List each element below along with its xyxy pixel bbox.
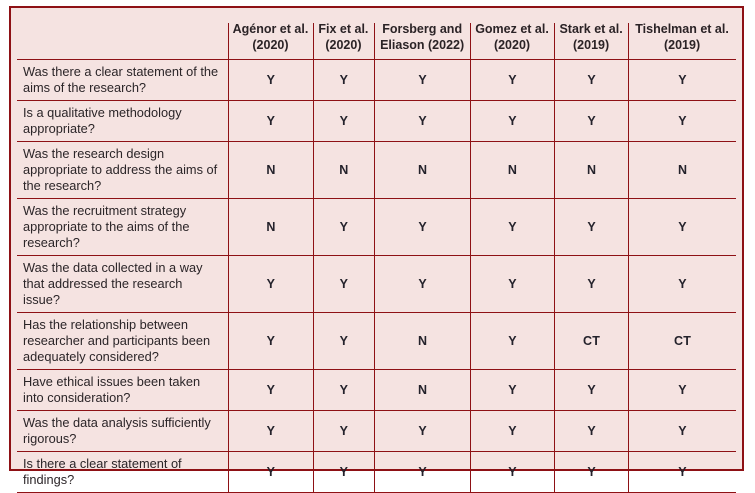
value-cell: Y	[469, 313, 555, 370]
value-cell: Y	[312, 451, 375, 493]
question-cell: Was there a clear statement of the aims …	[17, 60, 229, 102]
value-cell: Y	[554, 101, 629, 143]
value-cell: Y	[628, 101, 736, 143]
question-cell: Was the research design appropriate to a…	[17, 142, 229, 200]
value-cell: N	[228, 142, 313, 200]
table-row: Is there a clear statement of findings? Y…	[17, 451, 736, 493]
value-cell: Y	[628, 60, 736, 102]
value-cell: Y	[628, 451, 736, 493]
value-cell: Y	[228, 370, 313, 411]
value-cell: Y	[374, 199, 470, 257]
question-cell: Is there a clear statement of findings?	[17, 452, 229, 493]
value-cell: Y	[628, 199, 736, 257]
value-cell: Y	[554, 370, 629, 411]
value-cell: N	[374, 142, 470, 200]
value-cell: Y	[469, 370, 555, 411]
value-cell: Y	[469, 101, 555, 143]
value-cell: Y	[554, 256, 629, 314]
value-cell: Y	[554, 410, 629, 452]
value-cell: Y	[228, 256, 313, 314]
value-cell: Y	[374, 101, 470, 143]
value-cell: Y	[312, 410, 375, 452]
value-cell: Y	[469, 451, 555, 493]
question-cell: Have ethical issues been taken into cons…	[17, 370, 229, 411]
value-cell: Y	[228, 451, 313, 493]
value-cell: Y	[469, 199, 555, 257]
question-cell: Was the data analysis sufficiently rigor…	[17, 411, 229, 452]
value-cell: Y	[469, 410, 555, 452]
header-row: Agénor et al. (2020) Fix et al. (2020) F…	[17, 8, 736, 61]
value-cell: Y	[628, 370, 736, 411]
column-header-fix: Fix et al. (2020)	[312, 8, 375, 61]
value-cell: Y	[312, 60, 375, 102]
table-row: Has the relationship between researcher …	[17, 313, 736, 370]
value-cell: Y	[374, 256, 470, 314]
table-row: Was the recruitment strategy appropriate…	[17, 199, 736, 257]
value-cell: Y	[374, 410, 470, 452]
value-cell: Y	[469, 256, 555, 314]
value-cell: N	[312, 142, 375, 200]
column-header-stark: Stark et al. (2019)	[554, 8, 629, 61]
column-header-forsberg-eliason: Forsberg and Eliason (2022)	[374, 8, 470, 61]
value-cell: N	[228, 199, 313, 257]
value-cell: Y	[312, 256, 375, 314]
value-cell: Y	[554, 60, 629, 102]
value-cell: Y	[228, 313, 313, 370]
value-cell: Y	[374, 451, 470, 493]
value-cell: Y	[554, 199, 629, 257]
question-cell: Is a qualitative methodology appropriate…	[17, 101, 229, 143]
table-row: Have ethical issues been taken into cons…	[17, 370, 736, 411]
question-cell: Has the relationship between researcher …	[17, 313, 229, 370]
value-cell: N	[374, 313, 470, 370]
table-row: Was the research design appropriate to a…	[17, 142, 736, 200]
table-row: Is a qualitative methodology appropriate…	[17, 101, 736, 143]
quality-appraisal-table-frame: Agénor et al. (2020) Fix et al. (2020) F…	[9, 6, 744, 493]
value-cell: N	[554, 142, 629, 200]
value-cell: Y	[554, 451, 629, 493]
column-header-tishelman: Tishelman et al. (2019)	[628, 8, 736, 61]
value-cell: N	[374, 370, 470, 411]
value-cell: Y	[374, 60, 470, 102]
column-header-agenor: Agénor et al. (2020)	[228, 8, 313, 61]
value-cell: Y	[228, 60, 313, 102]
table-row: Was the data collected in a way that add…	[17, 256, 736, 314]
value-cell: N	[628, 142, 736, 200]
value-cell: N	[469, 142, 555, 200]
question-cell: Was the recruitment strategy appropriate…	[17, 199, 229, 257]
corner-cell	[17, 8, 229, 61]
value-cell: Y	[228, 410, 313, 452]
value-cell: Y	[628, 256, 736, 314]
value-cell: Y	[469, 60, 555, 102]
value-cell: CT	[554, 313, 629, 370]
value-cell: Y	[312, 199, 375, 257]
value-cell: Y	[228, 101, 313, 143]
value-cell: CT	[628, 313, 736, 370]
value-cell: Y	[628, 410, 736, 452]
value-cell: Y	[312, 313, 375, 370]
value-cell: Y	[312, 370, 375, 411]
table-row: Was there a clear statement of the aims …	[17, 60, 736, 102]
value-cell: Y	[312, 101, 375, 143]
column-header-gomez: Gomez et al. (2020)	[469, 8, 555, 61]
question-cell: Was the data collected in a way that add…	[17, 256, 229, 314]
quality-appraisal-table: Agénor et al. (2020) Fix et al. (2020) F…	[17, 8, 736, 493]
table-row: Was the data analysis sufficiently rigor…	[17, 410, 736, 452]
